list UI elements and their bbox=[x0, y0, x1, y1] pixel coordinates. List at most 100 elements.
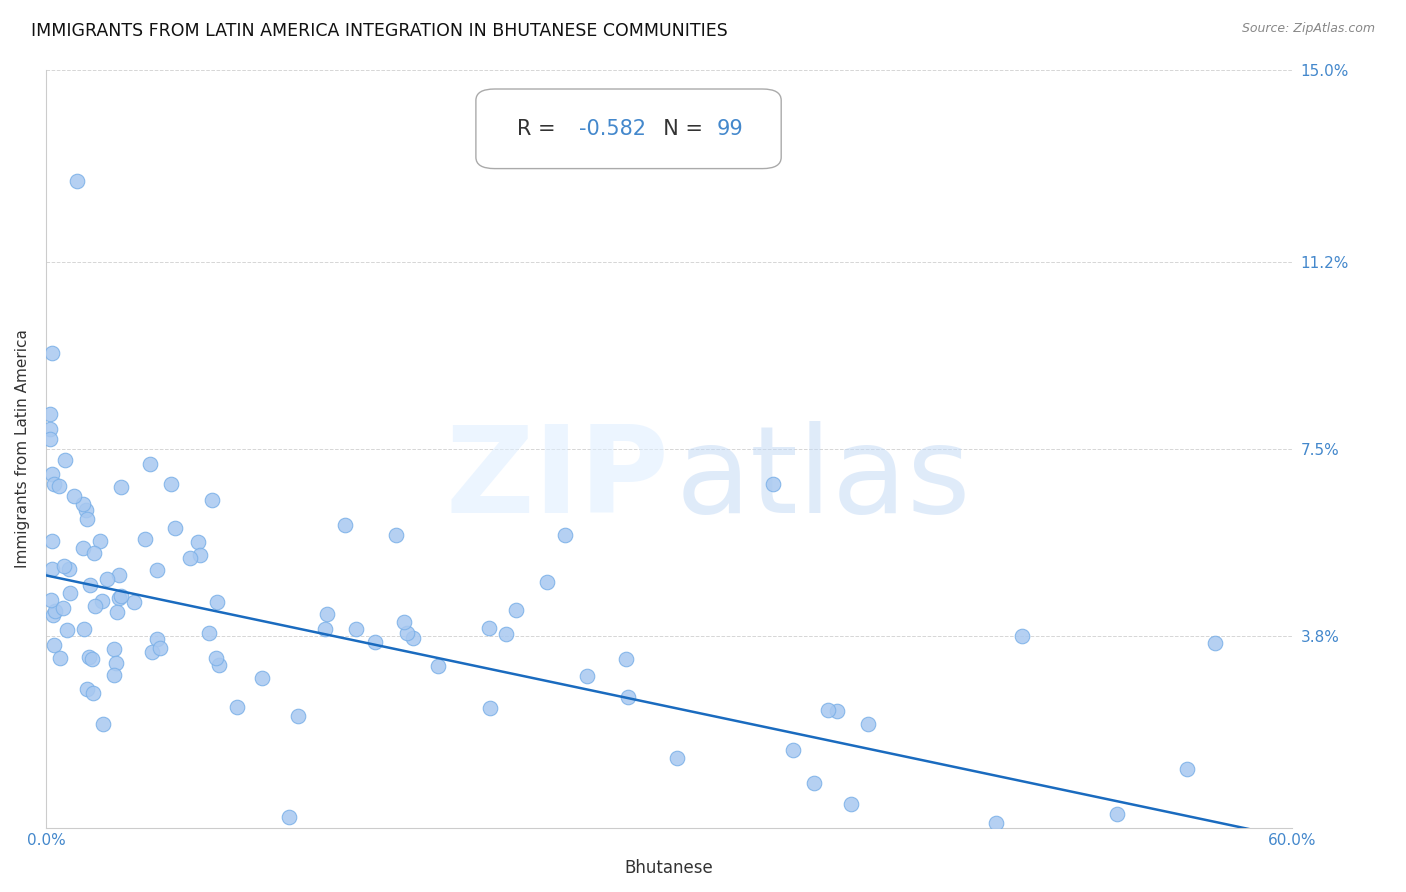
Point bbox=[82, 686, 104, 700]
Point bbox=[575, 669, 598, 683]
Point bbox=[122, 595, 145, 609]
Text: -0.582: -0.582 bbox=[579, 119, 647, 139]
Point bbox=[108, 591, 131, 605]
Point bbox=[1204, 636, 1226, 650]
Point bbox=[287, 709, 309, 723]
Point bbox=[1175, 762, 1198, 776]
Point bbox=[76, 681, 98, 696]
Point bbox=[141, 645, 163, 659]
Point bbox=[103, 641, 125, 656]
Point bbox=[315, 607, 337, 621]
Point bbox=[163, 521, 186, 535]
Point bbox=[479, 701, 502, 715]
Point bbox=[208, 658, 231, 673]
Point bbox=[53, 559, 76, 574]
Text: IMMIGRANTS FROM LATIN AMERICA INTEGRATION IN BHUTANESE COMMUNITIES: IMMIGRANTS FROM LATIN AMERICA INTEGRATIO… bbox=[31, 22, 728, 40]
Point bbox=[333, 518, 356, 533]
Point bbox=[198, 626, 221, 640]
Point bbox=[616, 690, 638, 705]
Point bbox=[105, 656, 128, 670]
Point bbox=[63, 489, 86, 503]
Point bbox=[187, 534, 209, 549]
Point bbox=[392, 615, 415, 630]
Point bbox=[41, 534, 63, 549]
Point bbox=[554, 528, 576, 542]
Point bbox=[72, 541, 94, 555]
Point bbox=[79, 578, 101, 592]
Point bbox=[49, 650, 72, 665]
Point bbox=[52, 601, 75, 615]
Point bbox=[103, 668, 125, 682]
Point bbox=[91, 716, 114, 731]
Text: N =: N = bbox=[651, 119, 710, 139]
Point bbox=[825, 705, 848, 719]
Point bbox=[205, 651, 228, 665]
Point bbox=[817, 703, 839, 717]
Point bbox=[82, 652, 104, 666]
Point bbox=[110, 589, 132, 603]
Text: Source: ZipAtlas.com: Source: ZipAtlas.com bbox=[1241, 22, 1375, 36]
Point bbox=[110, 480, 132, 494]
Point bbox=[84, 599, 107, 613]
Point bbox=[225, 699, 247, 714]
Point bbox=[314, 622, 336, 636]
Point bbox=[89, 533, 111, 548]
Point bbox=[188, 549, 211, 563]
Point bbox=[134, 532, 156, 546]
Point bbox=[77, 649, 100, 664]
Point bbox=[427, 658, 450, 673]
FancyBboxPatch shape bbox=[475, 89, 782, 169]
Point bbox=[803, 776, 825, 790]
Point bbox=[66, 174, 89, 188]
X-axis label: Bhutanese: Bhutanese bbox=[624, 859, 713, 877]
Point bbox=[105, 605, 128, 619]
Text: 99: 99 bbox=[717, 119, 744, 139]
Point bbox=[39, 592, 62, 607]
Point bbox=[1011, 629, 1033, 643]
Point bbox=[146, 563, 169, 577]
Point bbox=[44, 477, 66, 491]
Point bbox=[75, 502, 97, 516]
Point bbox=[39, 432, 62, 446]
Point bbox=[385, 528, 408, 542]
Point bbox=[58, 562, 80, 576]
Point bbox=[782, 743, 804, 757]
Point bbox=[39, 422, 62, 436]
Point bbox=[201, 492, 224, 507]
Point bbox=[207, 595, 229, 609]
Point bbox=[55, 624, 77, 638]
Text: atlas: atlas bbox=[675, 421, 972, 538]
Point bbox=[614, 652, 637, 666]
Point bbox=[72, 497, 94, 511]
Point bbox=[277, 810, 299, 824]
Point bbox=[344, 622, 367, 636]
Point bbox=[762, 477, 785, 491]
Point bbox=[91, 594, 114, 608]
Point bbox=[55, 452, 77, 467]
Point bbox=[108, 568, 131, 582]
Point bbox=[48, 479, 70, 493]
Point bbox=[402, 631, 425, 645]
Point bbox=[1107, 806, 1129, 821]
Point bbox=[76, 512, 98, 526]
Point bbox=[41, 467, 63, 482]
Point bbox=[41, 561, 63, 575]
Point bbox=[364, 634, 387, 648]
Point bbox=[536, 575, 558, 590]
Point bbox=[44, 604, 66, 618]
Point bbox=[159, 477, 181, 491]
Text: ZIP: ZIP bbox=[446, 421, 669, 538]
Point bbox=[396, 625, 419, 640]
Point bbox=[42, 608, 65, 623]
Point bbox=[149, 640, 172, 655]
Point bbox=[39, 407, 62, 421]
Point bbox=[73, 622, 96, 636]
Point bbox=[59, 586, 82, 600]
Point bbox=[505, 603, 527, 617]
Y-axis label: Immigrants from Latin America: Immigrants from Latin America bbox=[15, 330, 30, 568]
Point bbox=[96, 573, 118, 587]
Point bbox=[250, 671, 273, 685]
Point bbox=[984, 816, 1007, 830]
Text: R =: R = bbox=[517, 119, 562, 139]
Point bbox=[856, 716, 879, 731]
